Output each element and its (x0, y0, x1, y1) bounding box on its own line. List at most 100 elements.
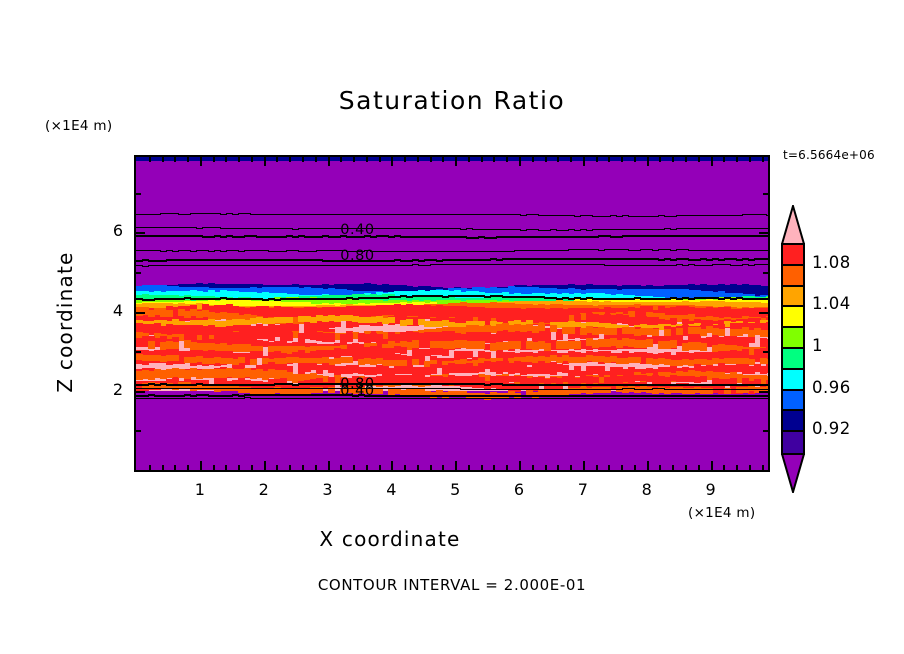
field-band (418, 307, 425, 320)
field-band (514, 320, 521, 327)
field-band (424, 349, 431, 357)
field-band (154, 341, 161, 348)
field-band (718, 284, 725, 298)
field-band (142, 341, 149, 348)
axis-tick (608, 465, 611, 470)
field-band (220, 311, 227, 319)
field-band (376, 316, 383, 323)
field-band (466, 320, 473, 327)
field-band (394, 306, 401, 319)
field-band (430, 340, 437, 349)
field-band (310, 331, 317, 341)
field-band (514, 340, 521, 349)
field-band (322, 306, 329, 319)
axis-tick (340, 465, 343, 470)
field-band (208, 305, 215, 318)
field-band (160, 326, 167, 338)
field-band (286, 345, 293, 354)
field-band (538, 323, 545, 331)
field-band (592, 327, 599, 335)
field-band (238, 300, 245, 312)
field-band (286, 286, 293, 300)
field-band (256, 345, 263, 354)
field-band (352, 283, 359, 297)
field-band (736, 308, 743, 320)
field-band (184, 324, 191, 336)
axis-tick (391, 461, 394, 470)
field-band (172, 349, 179, 357)
axis-tick (763, 192, 768, 195)
field-band (394, 333, 401, 343)
field-band (502, 351, 509, 359)
field-band (670, 318, 677, 328)
field-band (418, 341, 425, 348)
field-band (208, 334, 215, 342)
field-band (346, 349, 353, 357)
field-band (556, 352, 563, 360)
field-band (718, 344, 725, 353)
field-band (184, 321, 191, 328)
field-band (166, 341, 173, 349)
field-band (646, 312, 653, 320)
field-band (508, 352, 515, 360)
field-band (724, 321, 731, 328)
field-band (730, 336, 737, 343)
field-band (628, 311, 635, 319)
field-band (352, 343, 359, 350)
field-band (334, 318, 341, 328)
field-band (616, 327, 623, 339)
colorbar[interactable] (781, 243, 805, 455)
axis-tick (327, 157, 330, 166)
field-band (400, 319, 407, 326)
field-band (508, 341, 515, 350)
field-band (238, 332, 245, 342)
field-band (304, 307, 311, 320)
field-band (274, 351, 281, 359)
field-band (484, 332, 491, 342)
field-band (142, 309, 149, 322)
field-band (424, 341, 431, 348)
x-tick-label: 7 (577, 480, 588, 499)
field-band (280, 317, 287, 324)
field-band (370, 346, 377, 354)
colorbar-over-arrow (780, 202, 806, 245)
field-band (706, 326, 713, 334)
field-band (496, 323, 503, 331)
field-band (148, 320, 155, 327)
field-band (712, 338, 719, 348)
axis-tick (761, 157, 764, 162)
field-band (712, 328, 719, 336)
field-band (592, 352, 599, 360)
field-band (160, 335, 167, 345)
field-band (298, 287, 305, 301)
field-band (316, 287, 323, 301)
contour-interval-caption: CONTOUR INTERVAL = 2.000E-01 (317, 576, 587, 594)
field-band (352, 332, 359, 340)
field-band (244, 313, 251, 321)
field-band (712, 344, 719, 353)
field-band (268, 341, 275, 348)
colorbar-tick-label: 1.04 (812, 294, 851, 314)
y-tick-label: 4 (112, 300, 123, 320)
axis-tick (493, 157, 496, 162)
field-band (238, 337, 245, 344)
field-band (232, 305, 239, 318)
field-band (502, 323, 509, 331)
axis-tick (161, 157, 164, 162)
field-band (664, 336, 671, 343)
field-band (376, 304, 383, 317)
field-band (316, 345, 323, 354)
field-band (670, 354, 677, 362)
field-band (760, 330, 767, 338)
field-band (514, 335, 521, 345)
field-band (526, 324, 533, 332)
field-band (694, 341, 701, 350)
colorbar-tick-label: 0.92 (812, 419, 851, 439)
field-band (142, 336, 149, 346)
field-band (610, 314, 617, 324)
field-band (388, 341, 395, 350)
field-band (298, 341, 305, 348)
axis-tick (148, 157, 151, 162)
field-band (292, 346, 299, 355)
field-band (382, 305, 389, 318)
